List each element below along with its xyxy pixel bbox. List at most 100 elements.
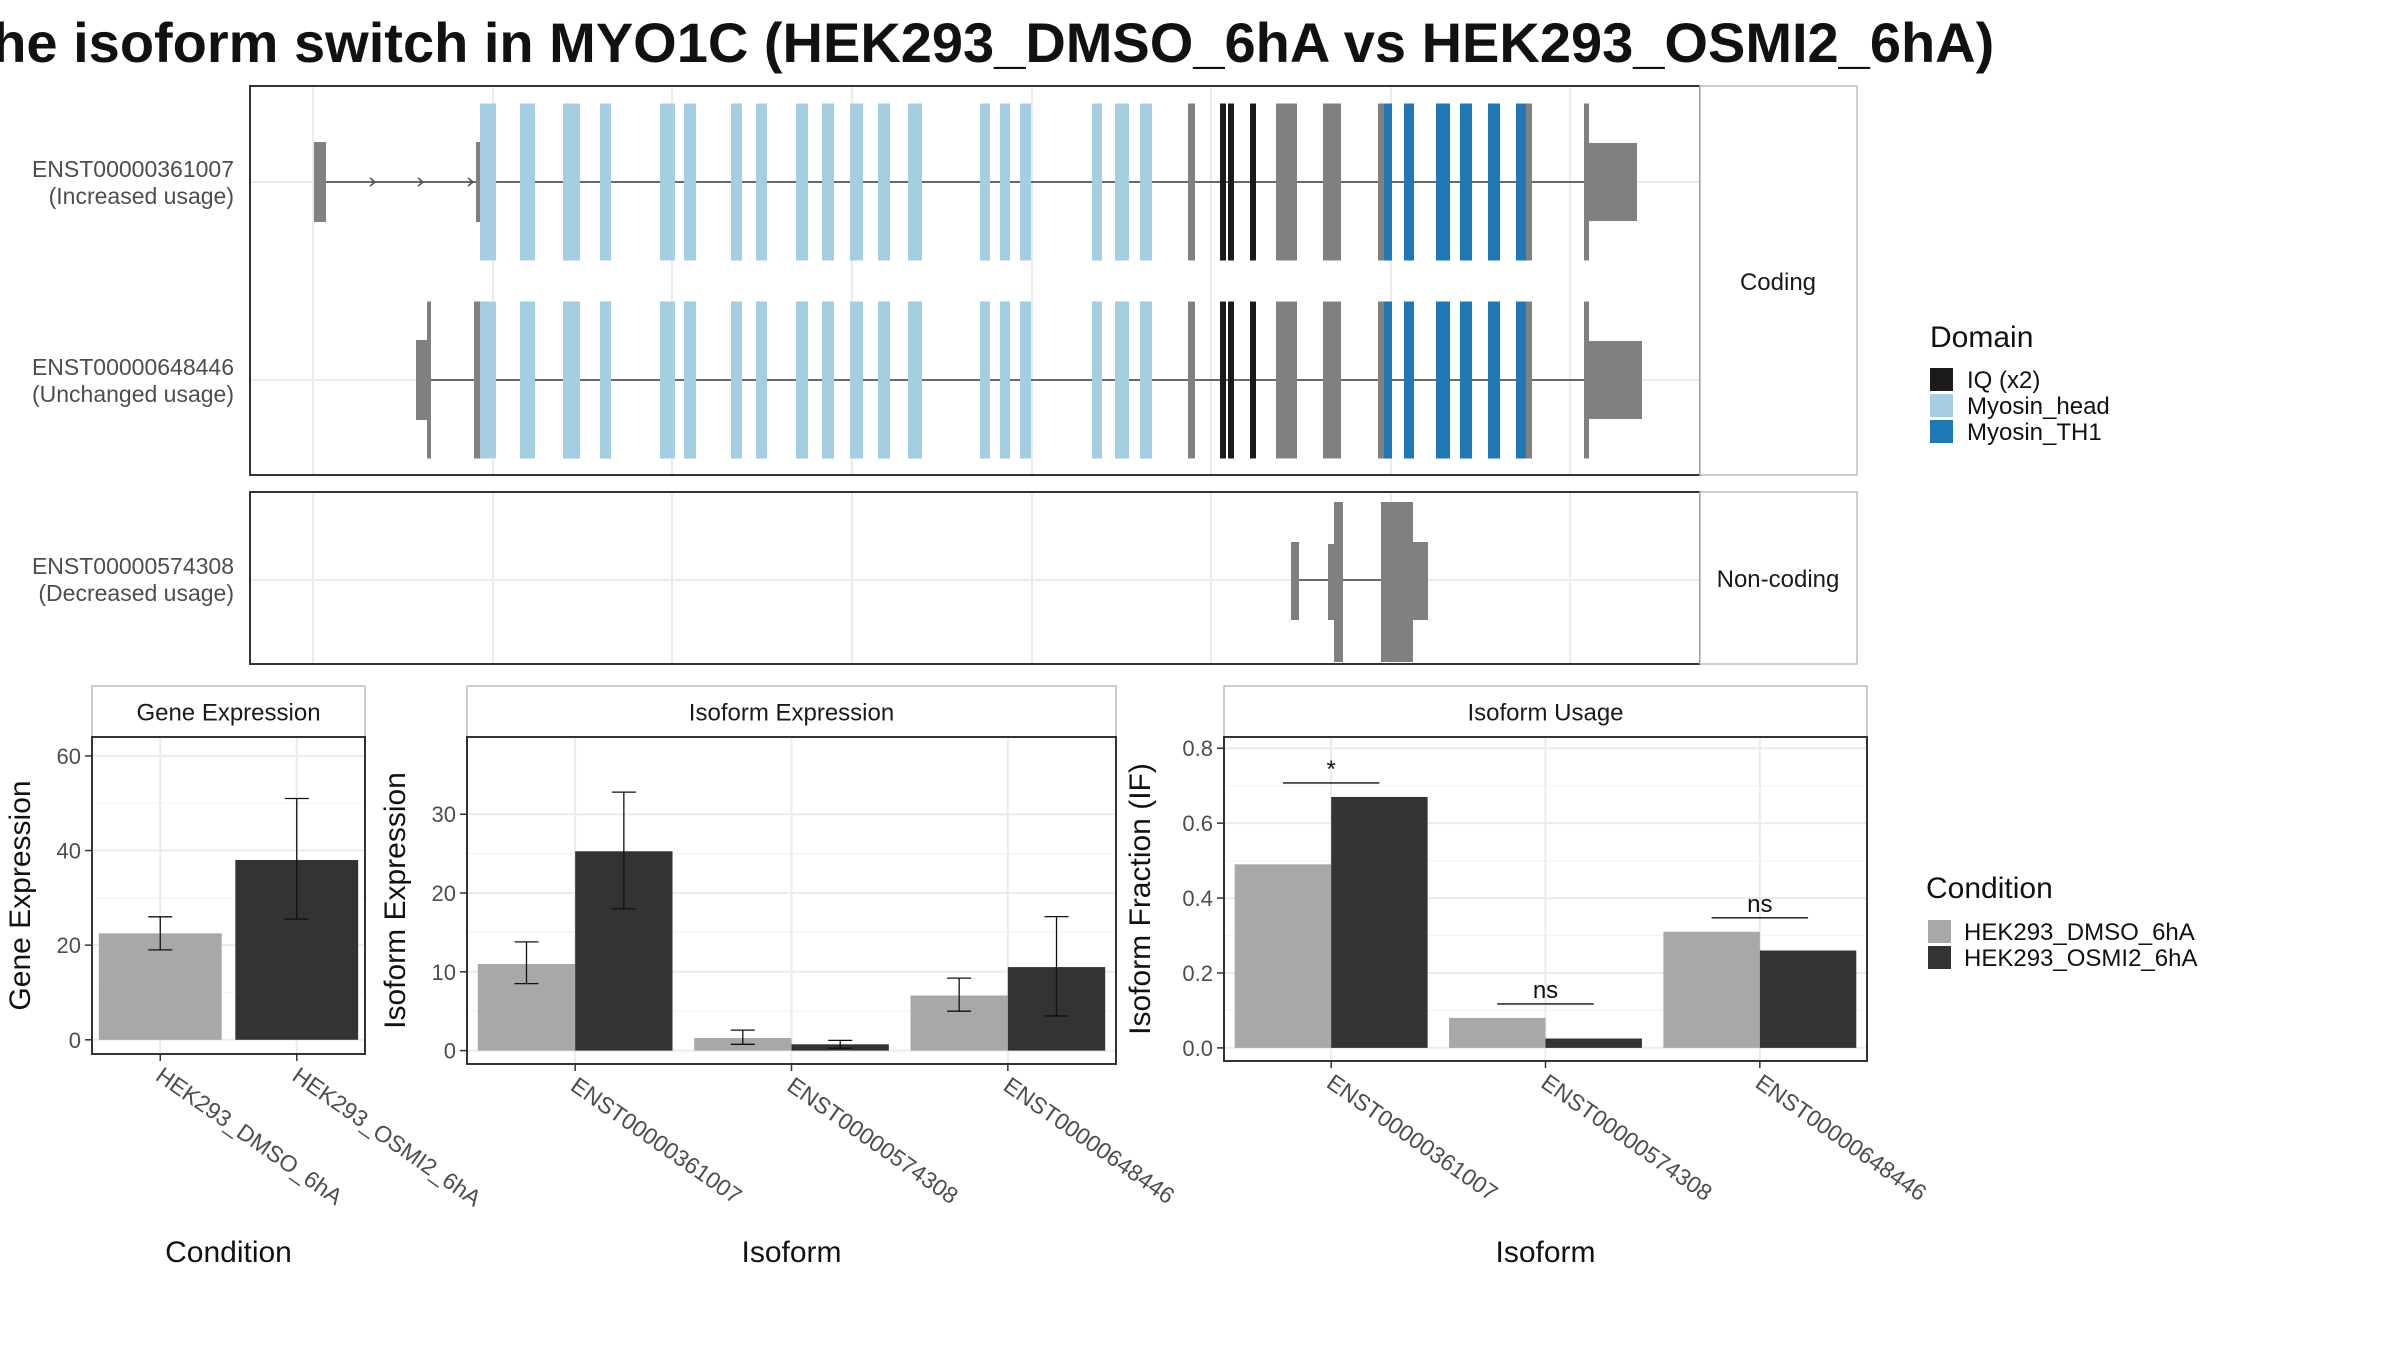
significance-label: * (1326, 756, 1335, 783)
coding-exon (1584, 103, 1589, 261)
coding-strip-label: Coding (1740, 269, 1816, 296)
y-axis-title: Isoform Fraction (IF) (1124, 763, 1157, 1035)
transcript-label-id: ENST00000361007 (32, 156, 234, 182)
coding-exon (1323, 301, 1341, 459)
myosin-th1-domain (1404, 301, 1414, 459)
myosin-head-domain (1092, 103, 1102, 261)
bar (1663, 931, 1760, 1048)
noncoding-strip (1699, 491, 1858, 665)
utr-exon (1589, 341, 1642, 419)
panel-title: Isoform Expression (689, 700, 894, 727)
bar (1234, 864, 1332, 1048)
myosin-head-domain (480, 301, 496, 459)
domain-legend-title: Domain (1930, 321, 2033, 354)
legend-label-osmi2: HEK293_OSMI2_6hA (1964, 945, 2197, 972)
x-tick-label: ENST00000574308 (783, 1072, 963, 1209)
noncoding-exon (1291, 542, 1299, 620)
myosin-head-domain (796, 103, 808, 261)
condition-legend: Condition HEK293_DMSO_6hA HEK293_OSMI2_6… (1926, 872, 2197, 972)
panel-title: Gene Expression (136, 700, 320, 727)
myosin-th1-domain (1460, 103, 1472, 261)
noncoding-exon (1410, 542, 1428, 620)
y-tick-label: 40 (57, 839, 81, 864)
strand-arrow (467, 177, 475, 187)
coding-exon (1378, 103, 1384, 261)
myosin-head-domain (980, 301, 990, 459)
structure-noncoding-panel: Non-coding (249, 491, 1858, 665)
myosin-head-domain (1140, 301, 1152, 459)
coding-exon (1323, 103, 1341, 261)
legend-swatch-iq (1930, 368, 1953, 391)
myosin-th1-domain (1384, 301, 1392, 459)
iq-domain (1228, 103, 1234, 261)
myosin-head-domain (822, 103, 834, 261)
myosin-th1-domain (1404, 103, 1414, 261)
domain-legend: Domain IQ (x2) Myosin_head Myosin_TH1 (1930, 321, 2110, 446)
y-tick-label: 0 (69, 1028, 81, 1053)
y-tick-label: 0.2 (1182, 961, 1213, 986)
myosin-head-domain (684, 301, 696, 459)
x-tick-label: ENST00000361007 (1322, 1069, 1502, 1206)
coding-exon (1526, 301, 1532, 459)
myosin-th1-domain (1384, 103, 1392, 261)
myosin-head-domain (980, 103, 990, 261)
myosin-head-domain (908, 103, 922, 261)
myosin-head-domain (850, 103, 863, 261)
y-tick-label: 60 (57, 744, 81, 769)
panel-strip (91, 685, 366, 738)
legend-swatch-myosin-th1 (1930, 420, 1953, 443)
myosin-head-domain (563, 301, 580, 459)
myosin-th1-domain (1436, 301, 1450, 459)
transcript-label-usage: (Unchanged usage) (32, 381, 234, 407)
iq-domain (1228, 301, 1234, 459)
utr-exon (427, 301, 431, 459)
myosin-head-domain (756, 103, 767, 261)
coding-exon (1526, 103, 1532, 261)
isoform-usage-chart: Isoform Usage * ns ns 0.0 0.2 0.4 0.6 0.8 ENST000… (1124, 685, 1931, 1269)
myosin-head-domain (1115, 301, 1129, 459)
y-axis-title: Isoform Expression (379, 772, 412, 1029)
noncoding-exon (1328, 544, 1335, 620)
noncoding-exon (1381, 502, 1413, 662)
utr-exon (1589, 143, 1637, 221)
transcript-label-id: ENST00000648446 (32, 354, 234, 380)
iq-domain (1250, 103, 1256, 261)
significance-label: ns (1533, 977, 1558, 1004)
bar (1331, 796, 1428, 1048)
bar (1449, 1017, 1546, 1048)
myosin-head-domain (731, 103, 742, 261)
myosin-head-domain (756, 301, 767, 459)
structure-coding-panel: Coding (249, 85, 1858, 476)
panel-strip (466, 685, 1117, 738)
myosin-head-domain (822, 301, 834, 459)
panel-strip (1223, 685, 1868, 738)
coding-exon (1188, 301, 1195, 459)
utr-exon (314, 142, 326, 222)
legend-label-myosin-th1: Myosin_TH1 (1967, 419, 2102, 446)
coding-exon (1584, 301, 1589, 459)
myosin-head-domain (520, 103, 535, 261)
coding-strip (1699, 85, 1858, 476)
y-axis-title: Gene Expression (4, 780, 37, 1010)
myosin-th1-domain (1460, 301, 1472, 459)
bar (1545, 1038, 1642, 1048)
myosin-head-domain (1115, 103, 1129, 261)
myosin-head-domain (1000, 301, 1010, 459)
myosin-head-domain (731, 301, 742, 459)
condition-legend-title: Condition (1926, 872, 2053, 905)
coding-exon (1276, 103, 1297, 261)
coding-exon (1378, 301, 1384, 459)
legend-swatch-dmso (1928, 920, 1951, 943)
legend-label-iq: IQ (x2) (1967, 367, 2040, 394)
coding-exon (1188, 103, 1195, 261)
transcript-label-usage: (Increased usage) (49, 183, 234, 209)
myosin-head-domain (878, 301, 890, 459)
noncoding-panel-background (250, 492, 1700, 664)
bar (1759, 950, 1857, 1048)
myosin-head-domain (908, 301, 922, 459)
noncoding-strip-label: Non-coding (1717, 566, 1840, 593)
myosin-head-domain (660, 301, 675, 459)
iq-domain (1250, 301, 1256, 459)
noncoding-exon (1334, 502, 1343, 662)
